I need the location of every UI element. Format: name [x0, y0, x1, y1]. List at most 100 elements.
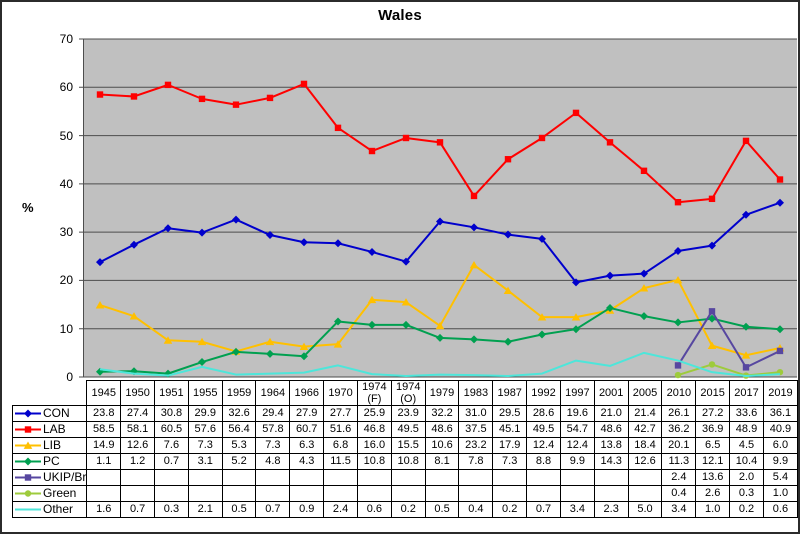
value-cell: 0.7	[120, 501, 155, 518]
green-circle-legend-icon	[15, 490, 41, 497]
legend-marker	[24, 426, 32, 433]
pc-diamond-legend-icon	[15, 457, 41, 466]
series-con-marker	[436, 217, 444, 226]
value-cell: 6.3	[289, 437, 325, 454]
value-cell: 56.4	[221, 421, 257, 438]
value-cell: 0.4	[458, 501, 494, 518]
legend-label: LAB	[43, 422, 66, 436]
year-header-cell: 1945	[86, 380, 122, 406]
value-cell: 11.3	[661, 453, 697, 470]
series-lab-marker	[300, 80, 308, 88]
value-cell: 23.8	[86, 405, 122, 422]
legend-cell-green: Green	[11, 485, 88, 502]
value-cell: 19.6	[559, 405, 595, 422]
series-pc-marker	[402, 320, 410, 329]
series-lib-marker	[163, 336, 173, 344]
ukip-br-square-legend-icon	[15, 474, 41, 481]
lab-square-legend-icon	[15, 426, 41, 433]
value-cell: 10.6	[424, 437, 460, 454]
value-cell: 6.8	[323, 437, 358, 454]
series-pc-marker	[198, 358, 206, 367]
series-lib-marker	[707, 341, 717, 350]
value-cell: 5.2	[221, 453, 257, 470]
value-cell	[458, 485, 494, 502]
series-pc-marker	[640, 312, 648, 321]
value-cell: 45.1	[492, 421, 528, 438]
plot-area	[79, 38, 797, 379]
series-lab-marker	[436, 139, 444, 146]
value-cell	[627, 469, 663, 486]
series-con-marker	[572, 278, 580, 287]
value-cell	[187, 485, 223, 502]
value-cell: 2.6	[695, 485, 731, 502]
series-con-marker	[130, 240, 138, 249]
value-cell: 12.4	[526, 437, 561, 454]
year-header-cell: 1987	[492, 380, 528, 406]
value-cell	[526, 485, 561, 502]
value-cell: 21.4	[627, 405, 663, 422]
series-other-line	[99, 351, 781, 378]
value-cell: 0.2	[492, 501, 528, 518]
value-cell	[424, 485, 460, 502]
table-row-pc: PC 1.1 1.2 0.7 3.1 5.2 4.8 4.3 11.5 10.8 10.8 8.1 7.…	[11, 453, 798, 470]
table-row-green: Green 0.4 2.6 0.3 1.0	[11, 485, 798, 502]
value-cell: 60.5	[154, 421, 189, 438]
y-axis-label: %	[22, 200, 34, 215]
y-tick-label: 0	[66, 370, 73, 384]
year-header-cell: 1966	[289, 380, 325, 406]
value-cell: 0.5	[424, 501, 460, 518]
series-con-marker	[198, 228, 206, 237]
value-cell: 6.5	[695, 437, 731, 454]
value-cell	[492, 485, 528, 502]
year-header-cell: 1950	[120, 380, 155, 406]
value-cell	[390, 469, 426, 486]
year-header-cell: 1979	[424, 380, 460, 406]
value-cell: 23.2	[458, 437, 494, 454]
value-cell	[154, 485, 189, 502]
value-cell: 60.7	[289, 421, 325, 438]
legend-label: CON	[43, 406, 70, 420]
value-cell: 27.2	[695, 405, 731, 422]
series-lab-marker	[232, 101, 240, 108]
series-con-marker	[334, 239, 342, 248]
value-cell: 7.3	[255, 437, 291, 454]
value-cell: 2.1	[187, 501, 223, 518]
value-cell: 12.4	[559, 437, 595, 454]
y-tick-label: 30	[59, 225, 73, 240]
value-cell: 14.9	[86, 437, 122, 454]
series-lib-marker	[571, 313, 581, 321]
value-cell: 4.8	[255, 453, 291, 470]
value-cell	[526, 469, 561, 486]
value-cell	[255, 469, 291, 486]
value-cell: 27.7	[323, 405, 358, 422]
value-cell: 26.1	[661, 405, 697, 422]
y-axis-tick-labels: 0 10 20 30 40 50 60 70	[2, 32, 78, 384]
series-lab-marker	[130, 93, 138, 100]
value-cell: 31.0	[458, 405, 494, 422]
value-cell	[221, 485, 257, 502]
legend-cell-lib: LIB	[11, 437, 88, 454]
series-lib-marker	[537, 313, 547, 321]
series-lib-marker	[435, 321, 445, 330]
value-cell: 12.6	[627, 453, 663, 470]
value-cell: 11.5	[323, 453, 358, 470]
value-cell	[627, 485, 663, 502]
series-pc-marker	[776, 325, 784, 334]
series-con-marker	[266, 231, 274, 240]
value-cell: 7.8	[458, 453, 494, 470]
series-lab-marker	[776, 176, 784, 183]
series-lab-marker	[606, 139, 614, 146]
value-cell: 29.9	[187, 405, 223, 422]
other-line-legend-icon	[15, 508, 41, 511]
series-con-marker	[742, 210, 750, 219]
value-cell: 14.3	[593, 453, 629, 470]
series-pc-marker	[504, 337, 512, 346]
table-row-con: CON 23.8 27.4 30.8 29.9 32.6 29.4 27.9 27.7 25.9 2…	[11, 405, 798, 422]
value-cell: 48.6	[424, 421, 460, 438]
value-cell: 58.5	[86, 421, 122, 438]
series-lib-marker	[673, 275, 683, 284]
value-cell: 0.4	[661, 485, 697, 502]
value-cell	[356, 469, 392, 486]
series-lib-marker	[129, 312, 139, 320]
